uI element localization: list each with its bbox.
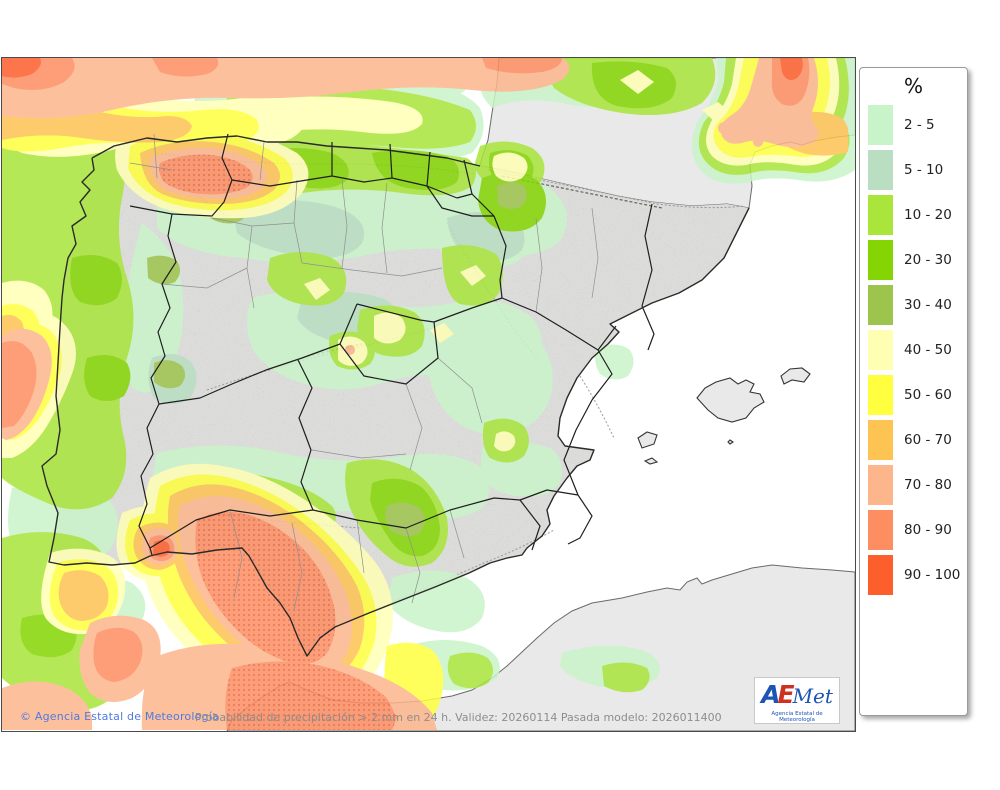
legend-swatch: [868, 374, 893, 415]
legend-range-label: 50 - 60: [904, 386, 952, 403]
model-caption: Probabilidad de precipitación > 2 mm en …: [195, 711, 722, 724]
legend-entry: 5 - 10: [860, 147, 967, 192]
coastlines: [41, 135, 811, 657]
balearic-islands: [637, 367, 811, 465]
legend-swatch: [868, 464, 893, 505]
legend-range-label: 60 - 70: [904, 431, 952, 448]
legend-scale: 2 - 5 5 - 10 10 - 20 20 - 30 30 - 40 40 - 50 5…: [860, 102, 967, 597]
legend-range-label: 2 - 5: [904, 116, 935, 133]
copyright-text: © Agencia Estatal de Meteorología: [20, 710, 219, 723]
legend-swatch: [868, 104, 893, 145]
legend-range-label: 10 - 20: [904, 206, 952, 223]
legend-swatch: [868, 419, 893, 460]
menorca-island: [780, 367, 811, 385]
legend-range-label: 80 - 90: [904, 521, 952, 538]
legend-entry: 10 - 20: [860, 192, 967, 237]
legend-entry: 40 - 50: [860, 327, 967, 372]
legend-range-label: 90 - 100: [904, 566, 961, 583]
legend-panel: % 2 - 5 5 - 10 10 - 20 20 - 30 30 - 40 40 - 5…: [859, 67, 968, 716]
legend-entry: 80 - 90: [860, 507, 967, 552]
legend-swatch: [868, 329, 893, 370]
legend-swatch: [868, 554, 893, 595]
legend-range-label: 70 - 80: [904, 476, 952, 493]
aemet-logo: AEMet Agencia Estatal de Meteorología: [754, 677, 840, 724]
legend-entry: 30 - 40: [860, 282, 967, 327]
legend-entry: 2 - 5: [860, 102, 967, 147]
map-canvas: © Agencia Estatal de Meteorología Probab…: [1, 57, 856, 732]
aemet-logo-letters-met: Met: [792, 684, 833, 708]
legend-range-label: 40 - 50: [904, 341, 952, 358]
legend-swatch: [868, 149, 893, 190]
legend-entry: 60 - 70: [860, 417, 967, 462]
legend-range-label: 30 - 40: [904, 296, 952, 313]
aemet-logo-word: AEMet: [755, 680, 839, 710]
precipitation-map-svg: [2, 58, 855, 731]
legend-swatch: [868, 284, 893, 325]
legend-title: %: [903, 74, 923, 98]
aemet-logo-letter-a: A: [761, 680, 781, 709]
legend-swatch: [868, 509, 893, 550]
mallorca-island: [696, 377, 765, 423]
legend-entry: 50 - 60: [860, 372, 967, 417]
legend-swatch: [868, 239, 893, 280]
legend-range-label: 20 - 30: [904, 251, 952, 268]
precipitation-overlay: [2, 58, 855, 730]
province-borders: [129, 133, 599, 611]
legend-swatch: [868, 194, 893, 235]
formentera-island: [643, 457, 659, 465]
iberia-coastline: [41, 135, 750, 657]
region-borders: [129, 133, 655, 556]
legend-range-label: 5 - 10: [904, 161, 944, 178]
precip-stipple-texture: [159, 154, 397, 730]
aemet-logo-tagline: Agencia Estatal de Meteorología: [771, 711, 823, 723]
legend-entry: 70 - 80: [860, 462, 967, 507]
cabrera-islet: [727, 439, 734, 445]
legend-entry: 90 - 100: [860, 552, 967, 597]
legend-entry: 20 - 30: [860, 237, 967, 282]
aemet-logo-letter-e: E: [777, 680, 795, 709]
ibiza-island: [637, 431, 658, 449]
